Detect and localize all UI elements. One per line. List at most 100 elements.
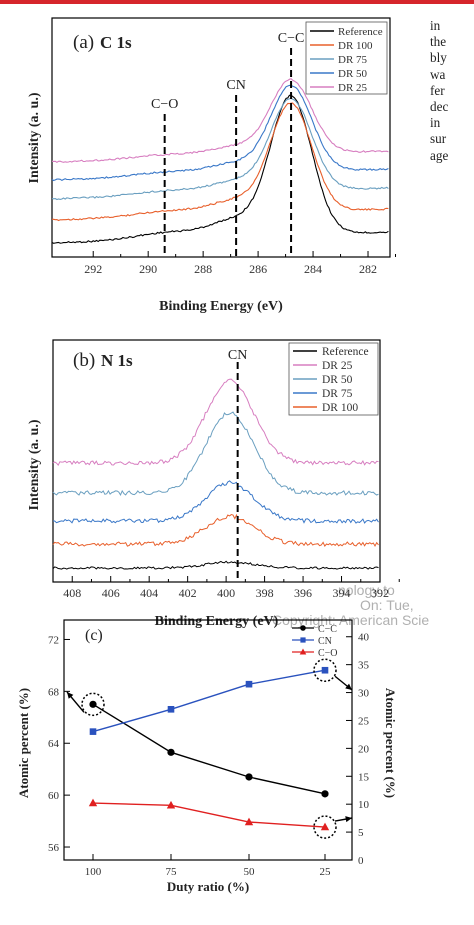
data-point	[321, 666, 329, 674]
y2-tick-label: 35	[358, 660, 370, 672]
highlight-circle	[313, 815, 337, 839]
y-tick-label: 72	[48, 634, 59, 646]
x-tick-label: 290	[139, 262, 157, 276]
data-point	[89, 728, 97, 735]
spectrum-line	[51, 84, 389, 182]
side-text-line: age	[430, 147, 449, 163]
series-line	[92, 703, 326, 795]
legend-label: DR 50	[338, 68, 368, 80]
legend-label: C−C	[318, 624, 337, 635]
spectrum-line	[51, 78, 389, 163]
x-tick-label: 282	[359, 262, 377, 276]
legend-label: DR 25	[338, 82, 368, 94]
legend-label: CN	[318, 636, 332, 647]
legend-marker	[300, 637, 306, 643]
highlight-circle	[81, 692, 105, 717]
data-point	[245, 773, 253, 781]
x-tick-label: 392	[371, 586, 389, 600]
spectrum-line	[51, 102, 389, 222]
watermark-line: nology to	[338, 582, 395, 598]
side-text-line: fer	[430, 82, 445, 98]
watermark-line: On: Tue,	[360, 597, 414, 613]
data-point	[321, 790, 329, 798]
side-text-column: in the bly wa fer dec in sur age	[430, 18, 474, 164]
y-axis-label: Intensity (a. u.)	[27, 92, 42, 183]
x-tick-label: 100	[85, 866, 102, 878]
x-tick-label: 398	[256, 586, 274, 600]
x-tick-label: 402	[179, 586, 197, 600]
legend-label: DR 75	[322, 388, 353, 400]
x-tick-label: 400	[217, 586, 235, 600]
series-line	[92, 669, 326, 733]
plot-frame	[51, 17, 391, 258]
x-tick-label: 50	[244, 866, 256, 878]
side-text-line: sur	[430, 131, 447, 147]
highlight-circle	[313, 658, 337, 682]
x-tick-label: 404	[140, 586, 158, 600]
y2-tick-label: 20	[358, 743, 370, 755]
y2-tick-label: 25	[358, 715, 370, 727]
x-tick-label: 394	[333, 586, 351, 600]
legend-label: DR 75	[338, 54, 368, 66]
x-tick-label: 284	[304, 262, 322, 276]
panel-title: N 1s	[101, 351, 133, 370]
data-point	[244, 817, 254, 826]
spectrum-line	[53, 480, 379, 524]
x-tick-label: 396	[294, 586, 312, 600]
data-point	[167, 748, 175, 756]
peak-marker-label: C−C	[278, 31, 305, 46]
panel-title: C 1s	[100, 33, 132, 52]
peak-marker-label: C−O	[151, 97, 178, 112]
data-point	[245, 680, 253, 688]
y-tick-label: 56	[48, 842, 60, 854]
header-bar	[0, 0, 474, 4]
y2-tick-label: 30	[358, 688, 370, 700]
legend-label: Reference	[338, 26, 383, 38]
legend-marker	[299, 648, 307, 655]
x-tick-label: 408	[63, 586, 81, 600]
x-tick-label: 75	[166, 866, 178, 878]
spectrum-line	[51, 94, 389, 244]
plot-frame	[63, 619, 353, 861]
spectrum-line	[51, 97, 389, 201]
side-text-line: dec	[430, 98, 449, 114]
legend-label: DR 50	[322, 374, 353, 386]
spectrum-line	[52, 513, 379, 548]
legend-label: DR 25	[322, 360, 353, 372]
panel-label: (b)	[73, 350, 95, 371]
y-axis-label: Intensity (a. u.)	[27, 419, 42, 510]
x-axis-label: Binding Energy (eV)	[159, 299, 283, 314]
y-axis-label: Atomic percent (%)	[16, 688, 31, 798]
series-line	[92, 802, 326, 828]
y2-tick-label: 15	[358, 771, 370, 783]
plot-frame	[52, 339, 381, 583]
side-text-line: the	[430, 34, 447, 50]
data-point	[320, 822, 330, 831]
y-tick-label: 60	[48, 790, 60, 802]
panel-label: (c)	[85, 627, 103, 644]
spectrum-line	[52, 411, 379, 496]
legend-box	[305, 21, 388, 95]
y2-tick-label: 40	[358, 632, 370, 644]
x-tick-label: 288	[194, 262, 212, 276]
x-tick-label: 292	[84, 262, 102, 276]
peak-marker-label: CN	[228, 348, 247, 363]
side-text-line: in	[430, 115, 441, 131]
data-point	[167, 706, 175, 713]
peak-marker-label: CN	[226, 78, 245, 93]
x-tick-label: 406	[102, 586, 120, 600]
legend-label: C−O	[318, 648, 338, 659]
y-tick-label: 68	[48, 686, 60, 698]
y2-tick-label: 5	[358, 827, 364, 839]
spectrum-line	[52, 560, 379, 570]
data-point	[89, 700, 97, 708]
legend-label: DR 100	[338, 40, 373, 52]
side-text-line: in	[430, 18, 441, 33]
y2-axis-label: Atomic percent (%)	[383, 688, 398, 798]
arrow-head	[67, 692, 74, 699]
x-tick-label: 25	[320, 866, 332, 878]
side-text-line: bly	[430, 50, 447, 66]
panel-label: (a)	[73, 32, 94, 53]
